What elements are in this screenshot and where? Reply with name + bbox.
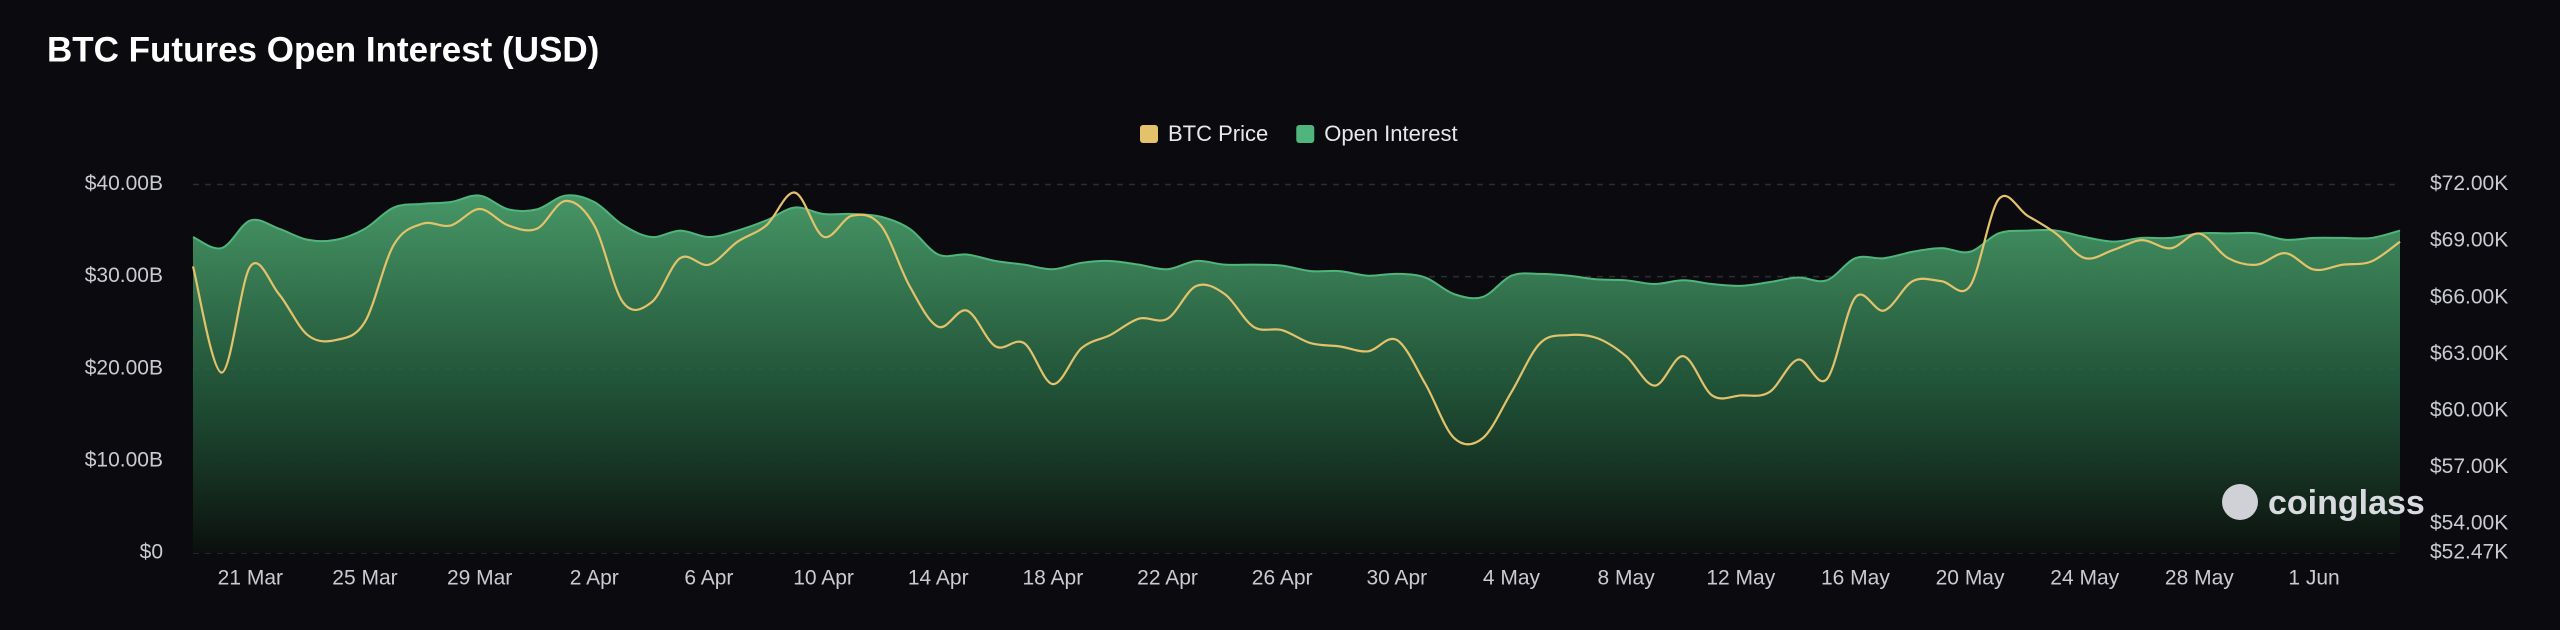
- x-tick-label: 25 Mar: [332, 567, 397, 590]
- x-tick-label: 8 May: [1598, 567, 1656, 590]
- x-tick-label: 29 Mar: [447, 567, 512, 590]
- x-tick-label: 30 Apr: [1366, 567, 1427, 590]
- y2-tick-label: $69.00K: [2430, 229, 2508, 252]
- x-tick-label: 1 Jun: [2288, 567, 2339, 590]
- y2-tick-label: $66.00K: [2430, 285, 2508, 308]
- y-tick-label: $40.00B: [85, 172, 163, 195]
- x-tick-label: 22 Apr: [1137, 567, 1198, 590]
- legend-label: Open Interest: [1324, 121, 1457, 146]
- y-tick-label: $30.00B: [85, 264, 163, 287]
- y2-tick-label: $54.00K: [2430, 512, 2508, 535]
- x-tick-label: 18 Apr: [1023, 567, 1084, 590]
- x-tick-label: 16 May: [1821, 567, 1890, 590]
- x-tick-label: 4 May: [1483, 567, 1541, 590]
- x-tick-label: 28 May: [2165, 567, 2234, 590]
- x-tick-label: 26 Apr: [1252, 567, 1313, 590]
- x-tick-label: 6 Apr: [684, 567, 733, 590]
- line: [192, 194, 2401, 300]
- y2-tick-label: $57.00K: [2430, 455, 2508, 478]
- y2-tick-label: $52.47K: [2430, 541, 2508, 564]
- watermark-text: coinglass: [2268, 484, 2425, 522]
- area: [193, 195, 2400, 553]
- legend-swatch: [1296, 125, 1315, 143]
- y-tick-label: $20.00B: [85, 356, 163, 379]
- watermark: coinglass: [2222, 484, 2425, 522]
- y2-tick-label: $72.00K: [2430, 172, 2508, 195]
- legend-label: BTC Price: [1168, 121, 1268, 146]
- y2-tick-label: $60.00K: [2430, 398, 2508, 421]
- y-tick-label: $10.00B: [85, 448, 163, 471]
- x-tick-label: 20 May: [1936, 567, 2005, 590]
- x-tick-label: 12 May: [1706, 567, 1775, 590]
- y-tick-label: $0: [140, 541, 163, 564]
- x-tick-label: 21 Mar: [218, 567, 283, 590]
- y2-tick-label: $63.00K: [2430, 342, 2508, 365]
- chart-title: BTC Futures Open Interest (USD): [47, 30, 599, 69]
- x-tick-label: 10 Apr: [793, 567, 854, 590]
- legend: BTC Price Open Interest: [1140, 121, 1458, 146]
- x-tick-label: 14 Apr: [908, 567, 969, 590]
- x-tick-label: 24 May: [2050, 567, 2119, 590]
- legend-swatch: [1140, 125, 1158, 143]
- watermark-logo: [2222, 484, 2258, 520]
- line: [191, 191, 2401, 446]
- x-tick-label: 2 Apr: [570, 567, 619, 590]
